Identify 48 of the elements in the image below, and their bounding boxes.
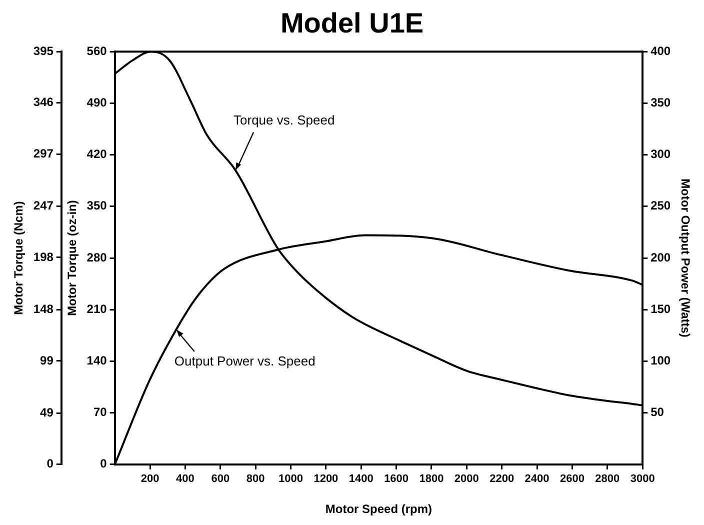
x-tick-label: 200	[140, 473, 160, 486]
y2-tick-label: 200	[650, 250, 671, 264]
y-tick-label: 70	[93, 405, 108, 420]
x-tick-label: 1200	[314, 473, 338, 486]
y3-tick-label: 297	[33, 146, 54, 160]
y3-tick-label: 0	[46, 456, 54, 471]
y2-tick-label: 100	[650, 354, 671, 368]
y2-tick-label: 300	[650, 147, 671, 162]
y3-tick-label: 346	[33, 95, 54, 110]
y-tick-label: 210	[86, 302, 108, 316]
y3-axis-title: Motor Torque (Ncm)	[12, 201, 26, 315]
x-tick-label: 2800	[595, 473, 620, 486]
y3-tick-label: 99	[40, 353, 54, 368]
annotation: Output Power vs. Speed	[174, 354, 316, 369]
y3-tick-label: 395	[33, 44, 54, 58]
y3-tick-label: 247	[33, 198, 54, 213]
y3-tick-label: 49	[40, 406, 54, 420]
y-tick-label: 420	[86, 147, 108, 162]
y-tick-label: 0	[100, 456, 108, 471]
x-tick-label: 400	[176, 473, 194, 486]
y2-tick-label: 350	[650, 96, 671, 110]
y-tick-label: 280	[86, 250, 108, 264]
chart-title: Model U1E	[280, 8, 424, 39]
x-tick-label: 2000	[454, 473, 479, 486]
y3-tick-label: 148	[33, 302, 54, 316]
annotation: Torque vs. Speed	[234, 112, 335, 128]
x-tick-label: 1000	[278, 473, 303, 486]
x-tick-label: 2400	[524, 473, 550, 486]
y2-axis-title: Motor Output Power (Watts)	[678, 178, 692, 338]
x-axis-title: Motor Speed (rpm)	[325, 502, 432, 516]
x-tick-label: 800	[246, 473, 265, 486]
x-tick-label: 2200	[490, 473, 514, 486]
y3-tick-label: 198	[33, 250, 54, 264]
y2-tick-label: 250	[650, 198, 671, 213]
x-tick-label: 1800	[419, 473, 444, 486]
x-tick-label: 600	[211, 473, 230, 486]
y2-tick-label: 400	[650, 44, 671, 58]
y-tick-label: 490	[86, 96, 108, 110]
x-tick-label: 2600	[560, 473, 584, 486]
y-tick-label: 350	[86, 198, 108, 213]
x-tick-label: 1600	[384, 473, 409, 486]
y-axis-title: Motor Torque (oz-in)	[64, 200, 79, 316]
y-tick-label: 560	[86, 44, 108, 58]
y2-tick-label: 150	[650, 302, 671, 316]
y-tick-label: 140	[86, 354, 108, 368]
x-tick-label: 1400	[348, 473, 374, 486]
x-tick-label: 3000	[630, 473, 655, 486]
y2-tick-label: 50	[650, 405, 664, 420]
